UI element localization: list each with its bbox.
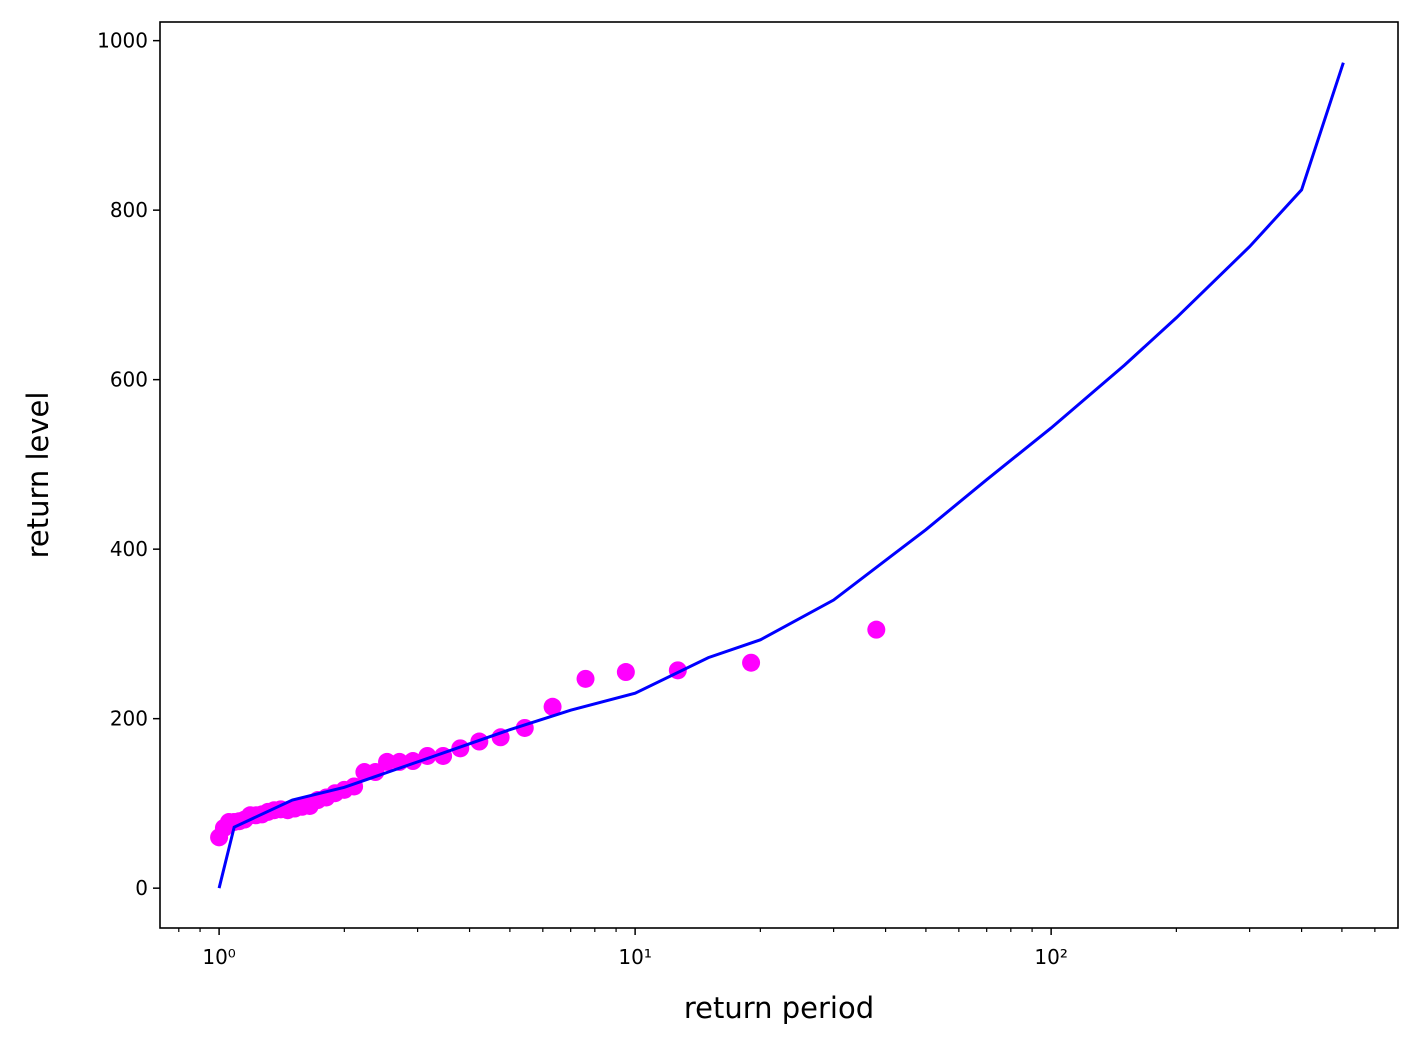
plot-frame bbox=[159, 21, 1399, 929]
y-axis-label: return level bbox=[21, 392, 55, 559]
point bbox=[543, 697, 562, 716]
point bbox=[576, 669, 595, 688]
y-tick-label: 600 bbox=[110, 368, 148, 392]
point bbox=[378, 752, 397, 771]
y-tick-label: 1000 bbox=[97, 29, 148, 53]
y-tick-label: 400 bbox=[110, 537, 148, 561]
x-tick-label: 10² bbox=[1034, 945, 1067, 969]
y-tick-label: 0 bbox=[135, 876, 148, 900]
y-tick-label: 200 bbox=[110, 707, 148, 731]
point bbox=[616, 663, 635, 682]
x-tick-label: 10¹ bbox=[618, 945, 651, 969]
x-tick-label: 10⁰ bbox=[202, 945, 235, 969]
line bbox=[217, 62, 1345, 889]
point bbox=[867, 620, 886, 639]
y-tick-label: 800 bbox=[110, 198, 148, 222]
x-axis-label: return period bbox=[684, 991, 874, 1025]
point bbox=[742, 653, 761, 672]
